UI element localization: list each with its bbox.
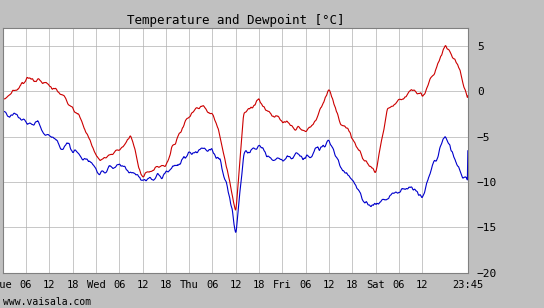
Title: Temperature and Dewpoint [°C]: Temperature and Dewpoint [°C] — [127, 14, 344, 26]
Text: www.vaisala.com: www.vaisala.com — [3, 297, 91, 307]
